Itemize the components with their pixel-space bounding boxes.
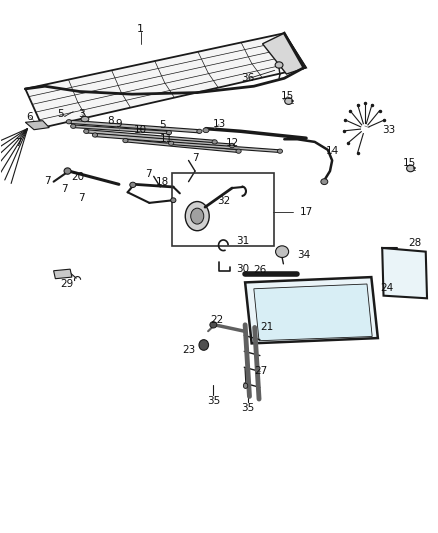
Text: 33: 33 bbox=[382, 125, 396, 135]
Ellipse shape bbox=[321, 179, 328, 184]
Ellipse shape bbox=[191, 208, 204, 224]
Polygon shape bbox=[125, 139, 239, 152]
Text: 24: 24 bbox=[380, 282, 393, 293]
Text: 35: 35 bbox=[241, 402, 255, 413]
Polygon shape bbox=[69, 120, 200, 133]
Ellipse shape bbox=[275, 62, 283, 68]
Text: 32: 32 bbox=[217, 196, 230, 206]
Text: 7: 7 bbox=[15, 139, 22, 149]
Ellipse shape bbox=[66, 119, 71, 124]
Ellipse shape bbox=[230, 143, 235, 148]
Text: 31: 31 bbox=[237, 236, 250, 246]
Text: 5: 5 bbox=[159, 120, 166, 130]
Ellipse shape bbox=[406, 165, 414, 172]
Ellipse shape bbox=[81, 116, 89, 122]
Ellipse shape bbox=[171, 198, 176, 203]
Ellipse shape bbox=[185, 201, 209, 231]
Ellipse shape bbox=[236, 149, 241, 154]
Ellipse shape bbox=[212, 140, 217, 144]
Polygon shape bbox=[171, 142, 280, 152]
Ellipse shape bbox=[169, 141, 174, 146]
Ellipse shape bbox=[203, 128, 209, 133]
Text: 10: 10 bbox=[134, 125, 147, 135]
Ellipse shape bbox=[123, 139, 128, 143]
Text: 7: 7 bbox=[44, 175, 50, 185]
Polygon shape bbox=[25, 33, 306, 127]
Text: 21: 21 bbox=[260, 322, 274, 333]
Text: 12: 12 bbox=[226, 138, 239, 148]
Polygon shape bbox=[25, 120, 49, 130]
Text: 13: 13 bbox=[212, 119, 226, 130]
Text: 14: 14 bbox=[325, 146, 339, 156]
Text: 15: 15 bbox=[281, 91, 294, 101]
Ellipse shape bbox=[166, 131, 172, 135]
Text: 7: 7 bbox=[145, 169, 152, 179]
Polygon shape bbox=[95, 133, 232, 147]
Text: 29: 29 bbox=[60, 279, 73, 289]
Text: 5: 5 bbox=[57, 109, 64, 119]
Ellipse shape bbox=[285, 98, 293, 104]
Ellipse shape bbox=[130, 182, 136, 188]
Text: 27: 27 bbox=[254, 367, 267, 376]
Text: 35: 35 bbox=[207, 396, 220, 406]
Ellipse shape bbox=[210, 321, 217, 328]
Text: 6: 6 bbox=[26, 112, 33, 122]
Polygon shape bbox=[53, 269, 72, 279]
Text: 26: 26 bbox=[254, 265, 267, 274]
Polygon shape bbox=[73, 125, 169, 134]
Ellipse shape bbox=[92, 133, 98, 137]
Polygon shape bbox=[245, 277, 378, 343]
Text: 18: 18 bbox=[156, 176, 169, 187]
Text: 15: 15 bbox=[403, 158, 416, 168]
Text: 34: 34 bbox=[297, 250, 311, 260]
Text: 11: 11 bbox=[160, 134, 173, 144]
Ellipse shape bbox=[199, 340, 208, 350]
Text: 8: 8 bbox=[107, 116, 113, 126]
Text: 22: 22 bbox=[210, 314, 223, 325]
Ellipse shape bbox=[277, 149, 283, 154]
Text: 20: 20 bbox=[71, 172, 84, 182]
Text: 23: 23 bbox=[183, 345, 196, 356]
Text: 36: 36 bbox=[240, 73, 254, 83]
Text: 7: 7 bbox=[192, 153, 198, 163]
Polygon shape bbox=[382, 248, 427, 298]
Text: 9: 9 bbox=[116, 119, 122, 130]
Ellipse shape bbox=[64, 168, 71, 174]
Text: 7: 7 bbox=[78, 192, 85, 203]
Ellipse shape bbox=[276, 246, 289, 257]
Polygon shape bbox=[254, 284, 372, 341]
Polygon shape bbox=[86, 130, 215, 143]
Polygon shape bbox=[262, 33, 306, 74]
Text: 7: 7 bbox=[61, 183, 68, 193]
Text: 17: 17 bbox=[300, 207, 313, 217]
Ellipse shape bbox=[244, 383, 248, 389]
Text: 28: 28 bbox=[408, 238, 421, 248]
Ellipse shape bbox=[197, 129, 202, 133]
Text: 1: 1 bbox=[137, 24, 144, 34]
Text: 3: 3 bbox=[78, 109, 85, 119]
Text: 30: 30 bbox=[237, 264, 250, 273]
Ellipse shape bbox=[71, 124, 76, 128]
Ellipse shape bbox=[84, 129, 89, 133]
